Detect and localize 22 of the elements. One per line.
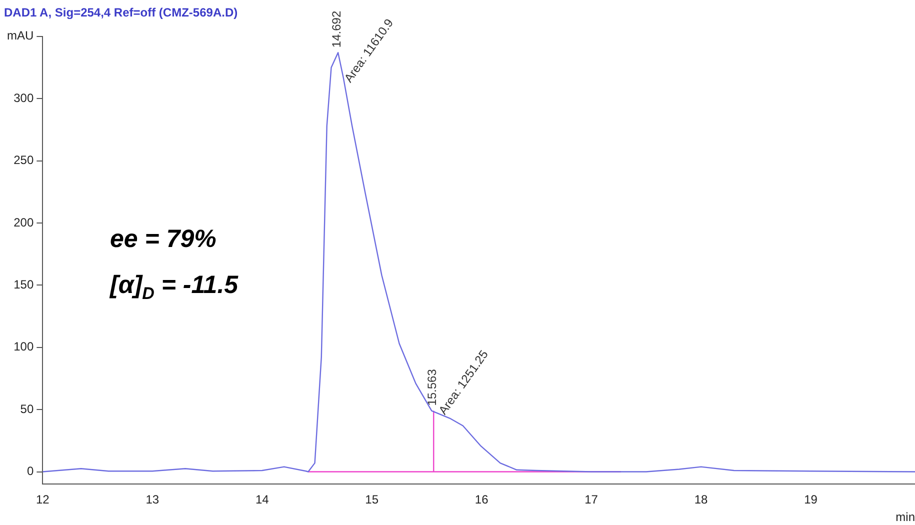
annotation: 14.692 <box>329 10 344 48</box>
annotation: 15.563 <box>424 368 439 406</box>
y-tick-label: 0 <box>26 464 34 478</box>
annotation: [α]$_{D}$ = -11.5 <box>110 271 238 304</box>
x-tick-label: 18 <box>694 492 708 507</box>
x-tick-label: 13 <box>146 492 160 507</box>
annotation: ee = 79% <box>110 225 216 254</box>
x-tick-label: 14 <box>255 492 270 507</box>
x-axis-title: min <box>896 510 915 524</box>
x-tick-label: 12 <box>36 492 50 507</box>
x-tick-label: 17 <box>584 492 598 507</box>
y-tick-label: 50 <box>20 402 34 416</box>
y-tick-label: 200 <box>14 215 34 230</box>
x-tick-label: 19 <box>804 492 818 507</box>
x-tick-label: 16 <box>474 492 489 507</box>
y-tick-label: 100 <box>14 340 34 354</box>
chart-title: DAD1 A, Sig=254,4 Ref=off (CMZ-569A.D) <box>4 6 238 20</box>
y-tick-label: 300 <box>14 90 34 105</box>
y-tick-label: 150 <box>14 277 34 292</box>
y-tick-label: mAU <box>6 28 34 43</box>
y-tick-label: 250 <box>14 153 34 168</box>
x-tick-label: 15 <box>365 492 379 507</box>
